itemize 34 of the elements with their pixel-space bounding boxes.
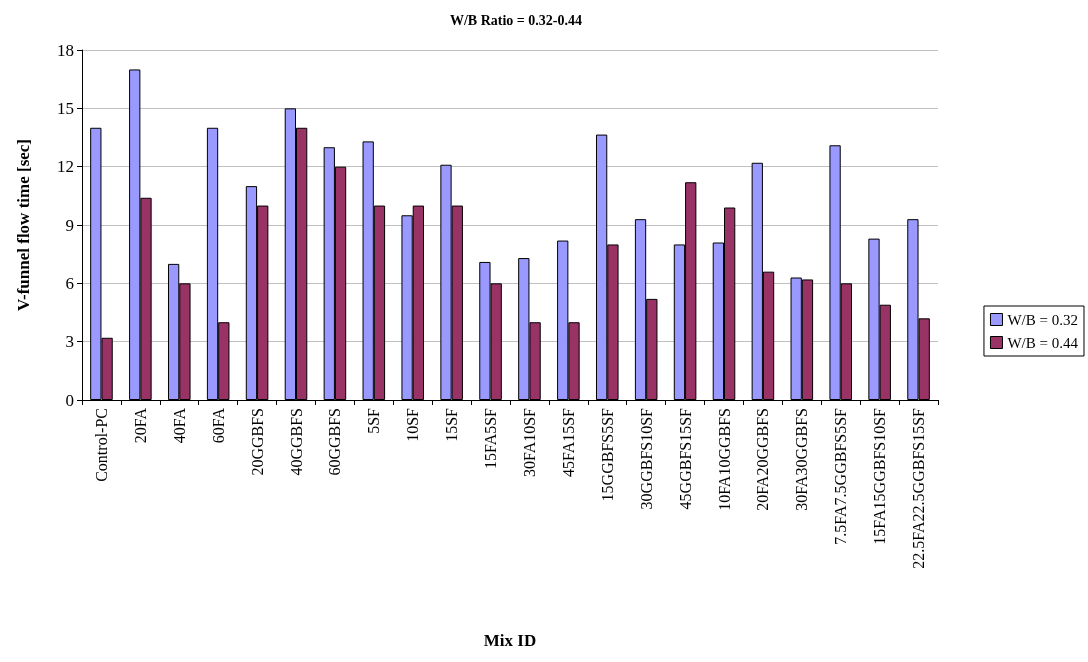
x-tick-label: 15SF xyxy=(443,407,461,442)
y-tick-label: 0 xyxy=(65,390,74,410)
y-tick-label: 3 xyxy=(65,332,74,352)
x-tick-label: 7.5FA7.5GGBFS5SF xyxy=(832,407,850,545)
x-tick-label: 15GGBFS5SF xyxy=(598,407,616,502)
x-tick-label: 22.5FA22.5GGBFS15SF xyxy=(910,407,928,569)
x-tick-label: 30GGBFS10SF xyxy=(637,407,655,510)
x-tick-label: Control-PC xyxy=(92,408,110,482)
x-tick-label: 40GGBFS xyxy=(287,408,305,476)
x-tick-label: 20FA20GGBFS xyxy=(754,408,772,511)
x-tick-label: 40FA xyxy=(170,407,188,444)
x-tick-label: 30FA10SF xyxy=(520,407,538,478)
x-tick-label: 15FA15GGBFS10SF xyxy=(871,407,889,545)
x-axis-title: Mix ID xyxy=(483,631,537,650)
y-tick-label: 6 xyxy=(65,273,74,293)
x-tick-label: 60GGBFS xyxy=(326,408,344,476)
x-tick-label: 60FA xyxy=(209,407,227,444)
x-tick-label: 45GGBFS15SF xyxy=(676,407,694,510)
x-tick-label: 45FA15SF xyxy=(559,407,577,478)
y-tick-label: 18 xyxy=(57,40,74,60)
x-tick-label: 20FA xyxy=(131,407,149,444)
y-tick-label: 9 xyxy=(65,215,74,235)
legend-label: W/B = 0.32 xyxy=(1007,311,1079,328)
legend-label: W/B = 0.44 xyxy=(1007,334,1079,351)
y-axis-title: V-funnel flow time [sec] xyxy=(14,138,33,312)
x-tick-label: 15FA5SF xyxy=(482,407,500,470)
x-tick-label: 10SF xyxy=(404,407,422,442)
x-tick-label: 30FA30GGBFS xyxy=(793,408,811,511)
chart-title: W/B Ratio = 0.32-0.44 xyxy=(449,12,583,28)
y-tick-label: 15 xyxy=(57,98,74,118)
y-tick-label: 12 xyxy=(57,157,74,177)
x-tick-label: 5SF xyxy=(365,407,383,434)
x-tick-label: 10FA10GGBFS xyxy=(715,408,733,511)
x-tick-label: 20GGBFS xyxy=(248,408,266,476)
